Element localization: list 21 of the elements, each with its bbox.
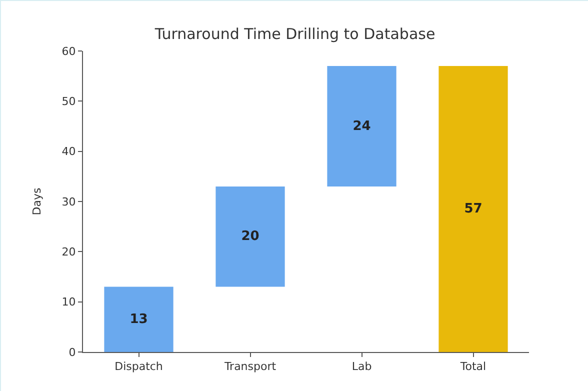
y-tick-label: 0 xyxy=(68,346,76,359)
y-tick-label: 20 xyxy=(62,246,76,259)
data-label: 57 xyxy=(464,202,482,217)
x-tick-label: Transport xyxy=(223,360,277,374)
y-tick-label: 60 xyxy=(62,44,76,58)
bar xyxy=(216,186,285,287)
data-label: 13 xyxy=(130,312,148,327)
y-tick-label: 40 xyxy=(62,145,76,158)
y-tick-label: 30 xyxy=(62,195,76,208)
y-tick-label: 50 xyxy=(62,95,76,108)
bar xyxy=(438,66,508,352)
y-tick-label: 10 xyxy=(62,296,76,309)
data-label: 20 xyxy=(241,229,260,244)
y-axis-title: Days xyxy=(30,188,44,216)
bar xyxy=(327,66,396,186)
x-tick-label: Total xyxy=(459,360,486,374)
x-tick-label: Dispatch xyxy=(114,360,163,374)
bar xyxy=(104,286,174,352)
x-tick-label: Lab xyxy=(352,360,372,374)
data-label: 24 xyxy=(352,118,371,134)
chart-title: Turnaround Time Drilling to Database xyxy=(154,24,436,43)
